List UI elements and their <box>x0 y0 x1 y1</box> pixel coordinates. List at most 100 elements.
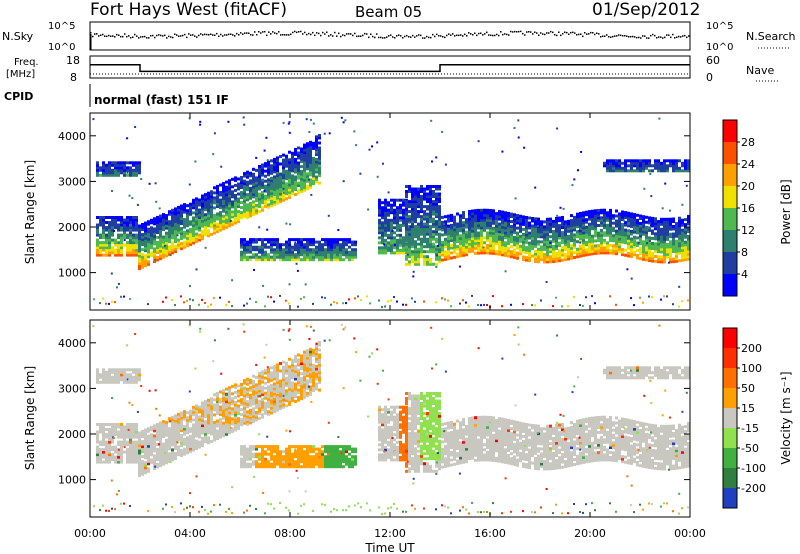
power-cell <box>231 222 234 226</box>
power-cell <box>105 226 108 230</box>
power-cell <box>384 223 387 227</box>
power-cell <box>126 236 129 240</box>
power-cell <box>684 233 687 237</box>
power-cell <box>105 221 108 224</box>
velocity-cell <box>237 407 240 410</box>
power-cell <box>561 226 564 229</box>
power-cell <box>438 192 441 196</box>
velocity-cell <box>231 402 234 406</box>
velocity-cell <box>192 506 194 509</box>
power-cell <box>342 250 345 254</box>
power-cell <box>453 233 456 237</box>
power-cell <box>432 212 435 216</box>
velocity-cell <box>138 461 141 465</box>
power-cell <box>120 248 123 252</box>
power-cell <box>234 178 237 182</box>
power-cell <box>258 197 261 201</box>
velocity-cell <box>150 448 153 452</box>
velocity-cell <box>147 427 150 431</box>
velocity-cell <box>192 443 195 447</box>
power-cell <box>450 216 453 220</box>
velocity-cell <box>195 427 198 430</box>
power-cell <box>243 253 246 257</box>
power-cell <box>441 246 444 249</box>
noise-sample <box>654 34 656 37</box>
power-cell <box>591 237 594 241</box>
power-cell <box>534 229 537 233</box>
power-cell <box>111 300 113 303</box>
power-cell <box>558 244 561 248</box>
power-cell <box>306 172 309 176</box>
power-cell <box>273 185 276 189</box>
power-cell <box>637 242 640 245</box>
power-cell <box>306 147 309 151</box>
power-cell <box>579 239 582 243</box>
power-cell <box>609 224 612 227</box>
velocity-cell <box>195 424 198 428</box>
power-cell <box>282 153 285 157</box>
power-cell <box>258 255 261 259</box>
power-cell <box>216 212 219 216</box>
noise-sample <box>212 34 214 36</box>
power-cell <box>420 237 423 241</box>
power-cell <box>630 164 633 168</box>
velocity-cell <box>210 419 213 423</box>
power-cell <box>507 229 510 233</box>
power-cell <box>222 182 225 186</box>
velocity-cell <box>249 465 252 469</box>
power-cell <box>411 235 414 239</box>
velocity-cell <box>105 445 108 449</box>
power-cell <box>405 262 408 266</box>
power-cell <box>394 243 396 246</box>
power-cell <box>618 225 621 228</box>
power-cell <box>390 233 393 237</box>
velocity-cell <box>186 446 189 450</box>
power-cell <box>408 240 411 244</box>
velocity-cell <box>117 460 120 464</box>
power-cell <box>477 231 480 235</box>
power-cell <box>501 230 504 234</box>
velocity-cell <box>159 424 162 427</box>
power-cell <box>672 166 675 170</box>
velocity-cell <box>198 433 201 437</box>
power-cell <box>111 226 114 230</box>
velocity-cell <box>135 458 138 462</box>
power-cell <box>294 255 297 259</box>
power-cell <box>516 246 519 250</box>
power-cell <box>435 247 438 251</box>
velocity-cell <box>144 461 147 465</box>
noise-sample <box>656 37 658 39</box>
power-cell <box>648 239 651 242</box>
noise-sample <box>490 34 492 36</box>
power-cell <box>633 228 636 232</box>
power-cell <box>258 185 261 188</box>
power-cell <box>432 205 435 209</box>
velocity-cell <box>171 443 174 447</box>
power-cell <box>240 243 243 247</box>
power-cell <box>624 161 627 165</box>
power-cell <box>471 209 474 213</box>
power-cell <box>129 226 132 230</box>
power-cell <box>462 251 465 255</box>
velocity-cell <box>216 432 219 435</box>
power-cell <box>243 204 246 208</box>
power-cell <box>612 161 615 165</box>
power-cell <box>243 238 246 242</box>
power-cell <box>201 232 204 236</box>
power-cell <box>558 224 561 228</box>
power-cell <box>552 257 555 261</box>
power-cell <box>417 225 420 229</box>
velocity-cell <box>216 396 219 400</box>
power-cell <box>204 230 207 234</box>
power-cell <box>423 195 426 198</box>
power-cell <box>438 242 441 246</box>
power-cell <box>153 249 156 253</box>
power-cell <box>477 244 480 247</box>
noise-sample <box>484 33 486 35</box>
power-cell <box>672 303 674 306</box>
power-cell <box>645 215 648 219</box>
velocity-cell <box>228 411 231 415</box>
power-cell <box>411 230 414 234</box>
power-cell <box>339 253 342 257</box>
noise-sample <box>584 32 586 34</box>
